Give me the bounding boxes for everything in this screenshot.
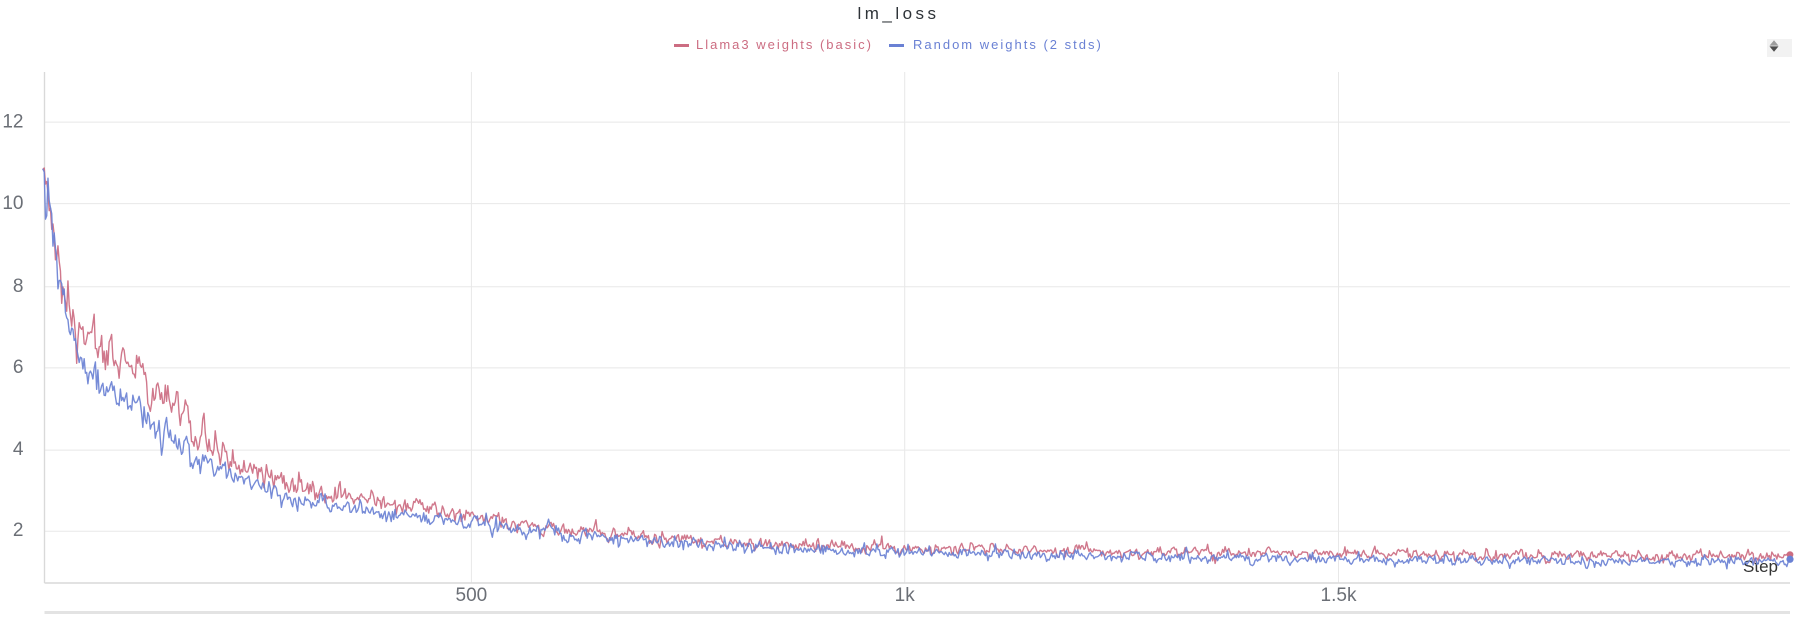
svg-text:1k: 1k [895,585,916,606]
svg-text:1.5k: 1.5k [1321,585,1357,606]
svg-text:10: 10 [2,193,23,214]
svg-text:6: 6 [13,357,24,378]
svg-text:500: 500 [456,585,488,606]
svg-text:2: 2 [13,520,24,541]
svg-text:8: 8 [13,276,24,297]
svg-text:12: 12 [2,112,23,133]
svg-text:4: 4 [13,439,24,460]
